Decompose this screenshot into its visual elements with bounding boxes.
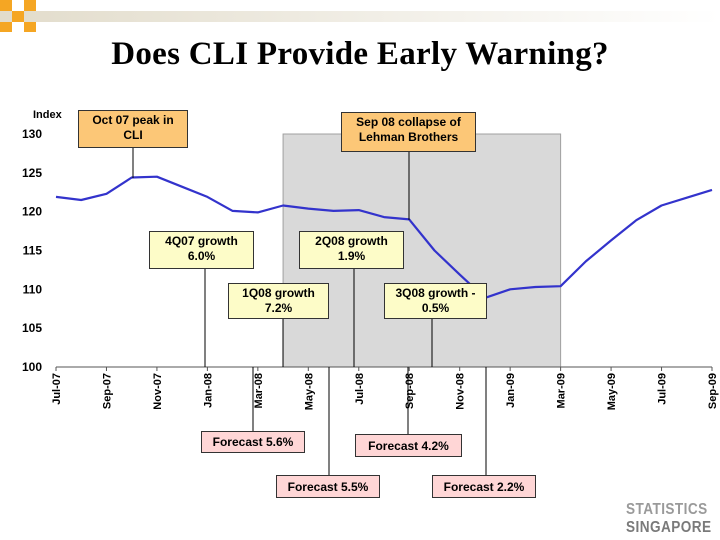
logo-line2: SINGAPORE [626,519,712,536]
y-axis-label: Index [33,109,63,121]
y-tick-label: 125 [22,166,42,180]
callout-forecast-2-2: Forecast 2.2% [432,475,536,498]
callout-forecast-4-2: Forecast 4.2% [355,434,462,457]
callout-sep08-lehman: Sep 08 collapse of Lehman Brothers [341,112,476,152]
y-tick-label: 115 [23,244,43,258]
x-tick-label: Nov-07 [152,373,164,410]
x-tick-label: Jul-08 [354,373,366,405]
top-decoration [0,0,720,32]
x-tick-label: Sep-09 [707,373,719,409]
logo-line1: STATISTICS [626,501,708,518]
callout-2q08-growth: 2Q08 growth 1.9% [299,231,404,269]
x-tick-label: May-09 [606,373,618,410]
callout-4q07-growth: 4Q07 growth 6.0% [149,231,254,269]
x-tick-label: Nov-08 [455,373,467,410]
callout-3q08-growth: 3Q08 growth - 0.5% [384,283,487,319]
statistics-singapore-logo: STATISTICS SINGAPORE [626,501,714,537]
y-tick-label: 120 [22,205,42,219]
y-tick-label: 105 [22,321,42,335]
x-tick-label: Mar-08 [253,373,265,408]
callout-forecast-5-5: Forecast 5.5% [276,475,380,498]
y-tick-label: 110 [23,282,43,296]
x-tick-label: Jan-08 [202,373,214,408]
callout-oct07-peak: Oct 07 peak in CLI [78,110,188,148]
x-tick-label: May-08 [303,373,315,410]
slide-title: Does CLI Provide Early Warning? [111,36,609,72]
y-tick-label: 100 [22,360,42,374]
x-tick-label: Sep-08 [404,373,416,409]
x-tick-label: Jul-09 [657,373,669,405]
y-tick-label: 130 [22,127,42,141]
x-tick-label: Mar-09 [556,373,568,408]
callout-1q08-growth: 1Q08 growth 7.2% [228,283,329,319]
x-tick-label: Jul-07 [51,373,63,405]
cli-series-line [55,175,713,299]
x-tick-label: Jan-09 [505,373,517,408]
x-tick-label: Sep-07 [101,373,113,409]
callout-forecast-5-6: Forecast 5.6% [201,431,305,453]
